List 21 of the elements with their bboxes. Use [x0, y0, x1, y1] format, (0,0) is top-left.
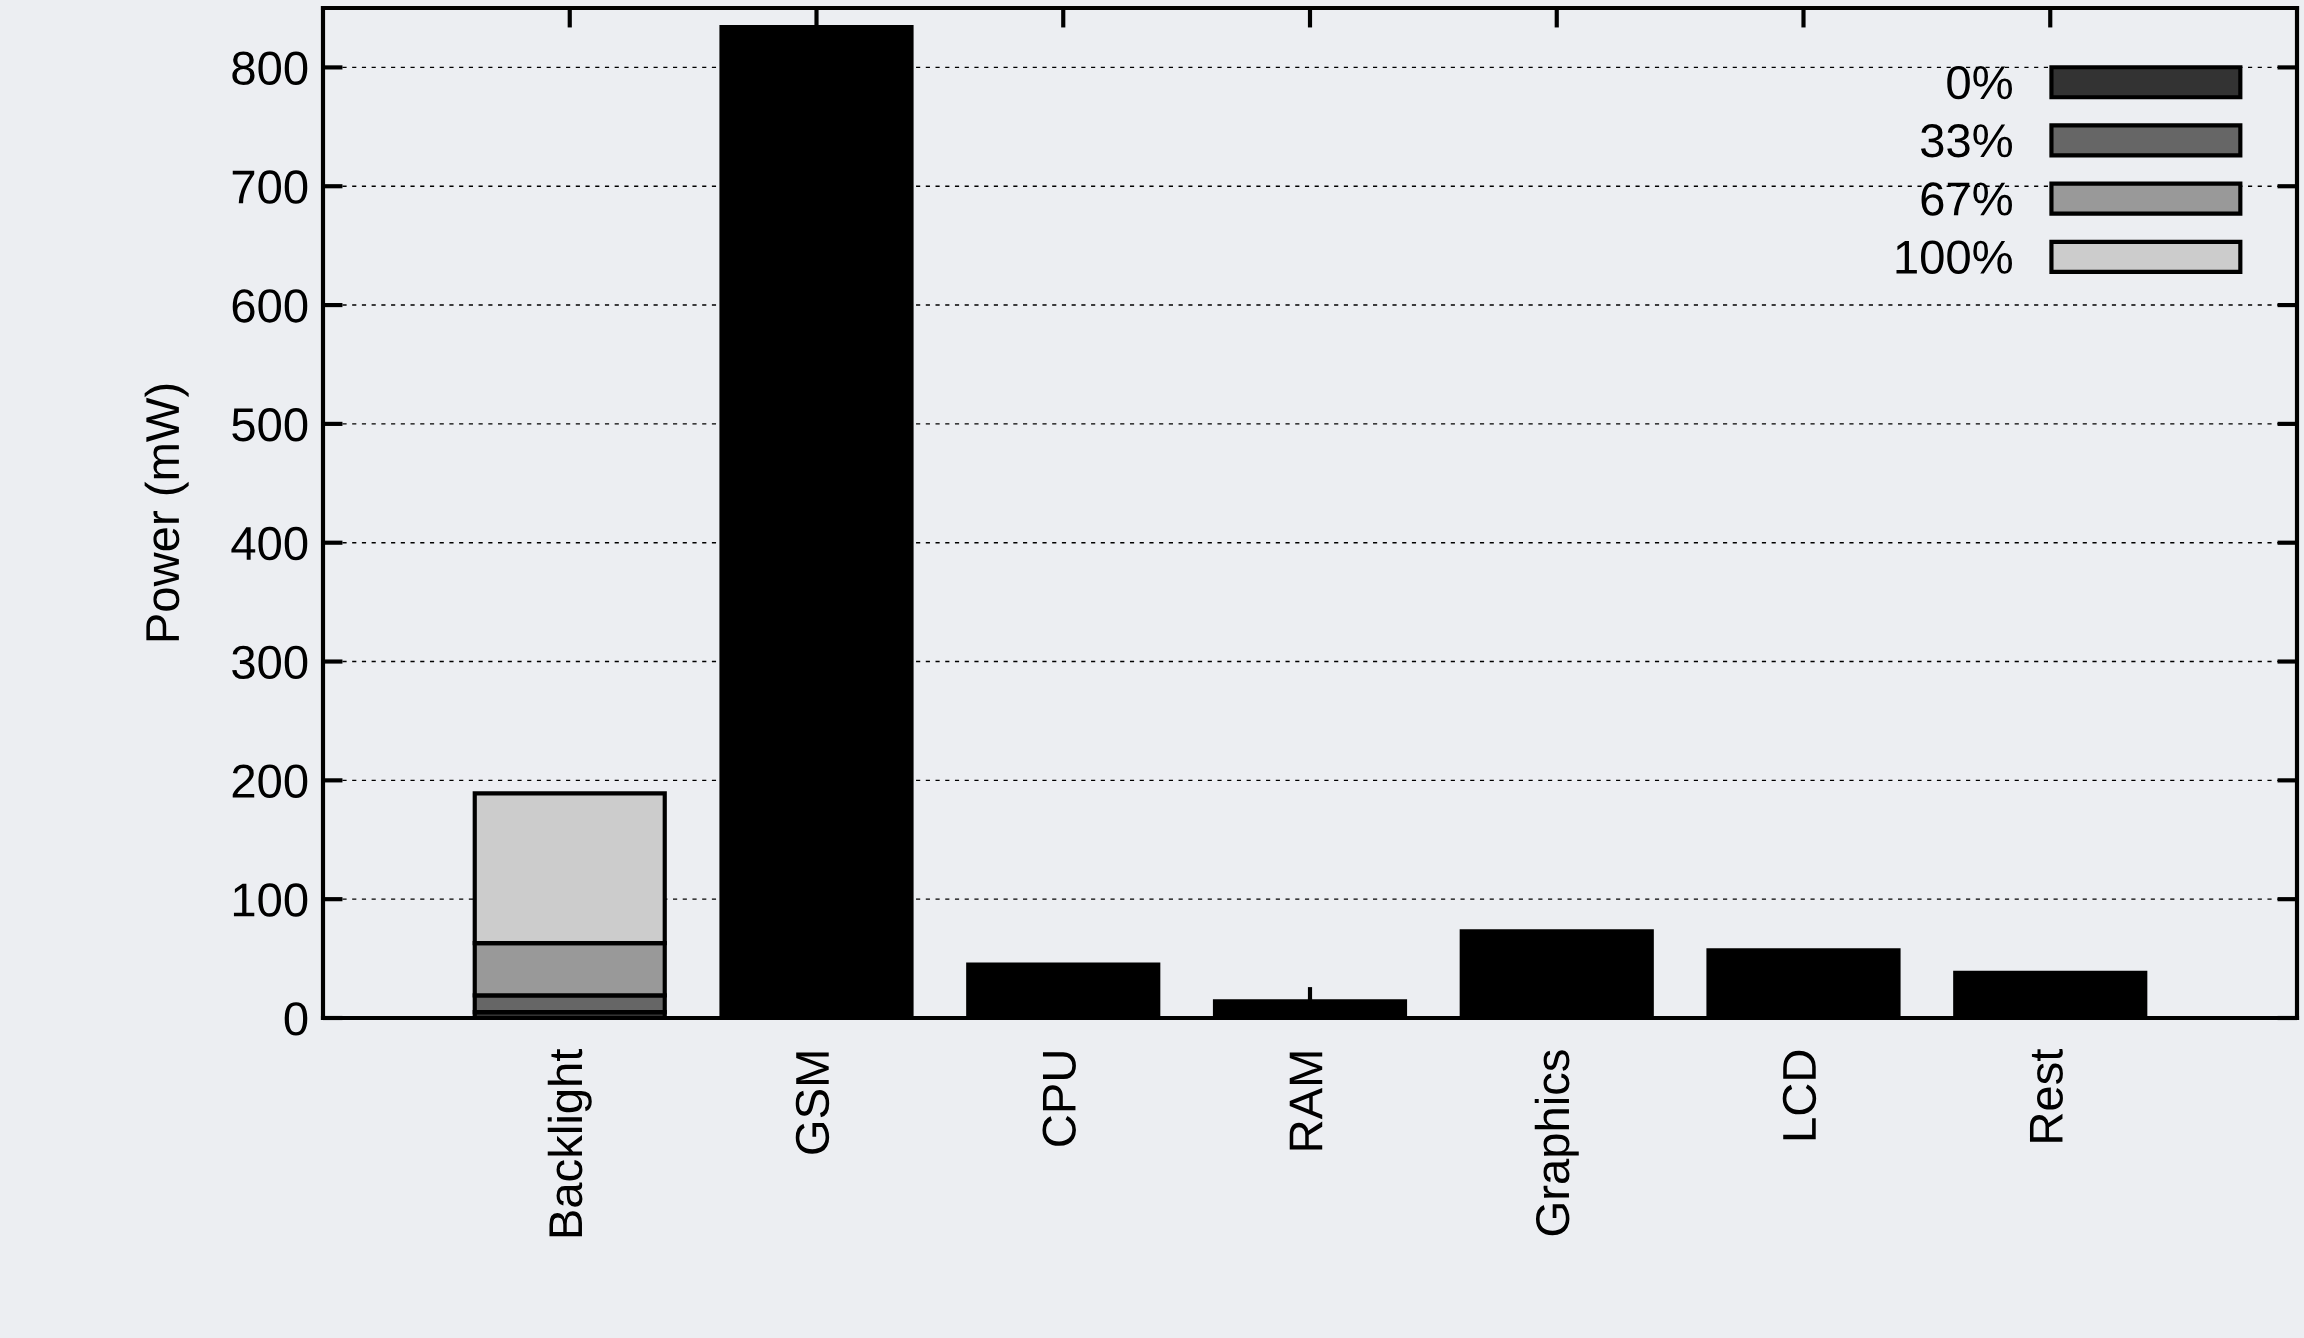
- y-tick-label: 800: [232, 51, 308, 85]
- y-tick-label: 600: [232, 289, 308, 323]
- y-tick-label: 700: [232, 170, 308, 204]
- legend-label: 67%: [1921, 182, 2012, 216]
- x-tick-label: Backlight: [547, 1048, 592, 1237]
- x-tick-label: Graphics: [1534, 1050, 1579, 1236]
- legend-label: 100%: [1896, 240, 2012, 274]
- y-tick-label: 200: [232, 764, 308, 798]
- y-tick-label: 500: [232, 408, 308, 442]
- x-tick-label: CPU: [1042, 1052, 1076, 1146]
- y-tick-label: 100: [233, 883, 308, 917]
- x-tick-label: Rest: [2029, 1048, 2063, 1142]
- legend-label: 33%: [1920, 124, 2012, 158]
- y-tick-label: 0: [284, 1002, 308, 1036]
- x-tick-label: GSM: [795, 1052, 830, 1154]
- legend-label: 0%: [1947, 65, 2012, 100]
- x-tick-label: RAM: [1289, 1052, 1323, 1150]
- y-axis-title: Power (mW): [144, 384, 189, 641]
- y-tick-label: 300: [232, 645, 308, 680]
- x-tick-label: LCD: [1782, 1050, 1817, 1140]
- y-tick-label: 400: [231, 526, 308, 561]
